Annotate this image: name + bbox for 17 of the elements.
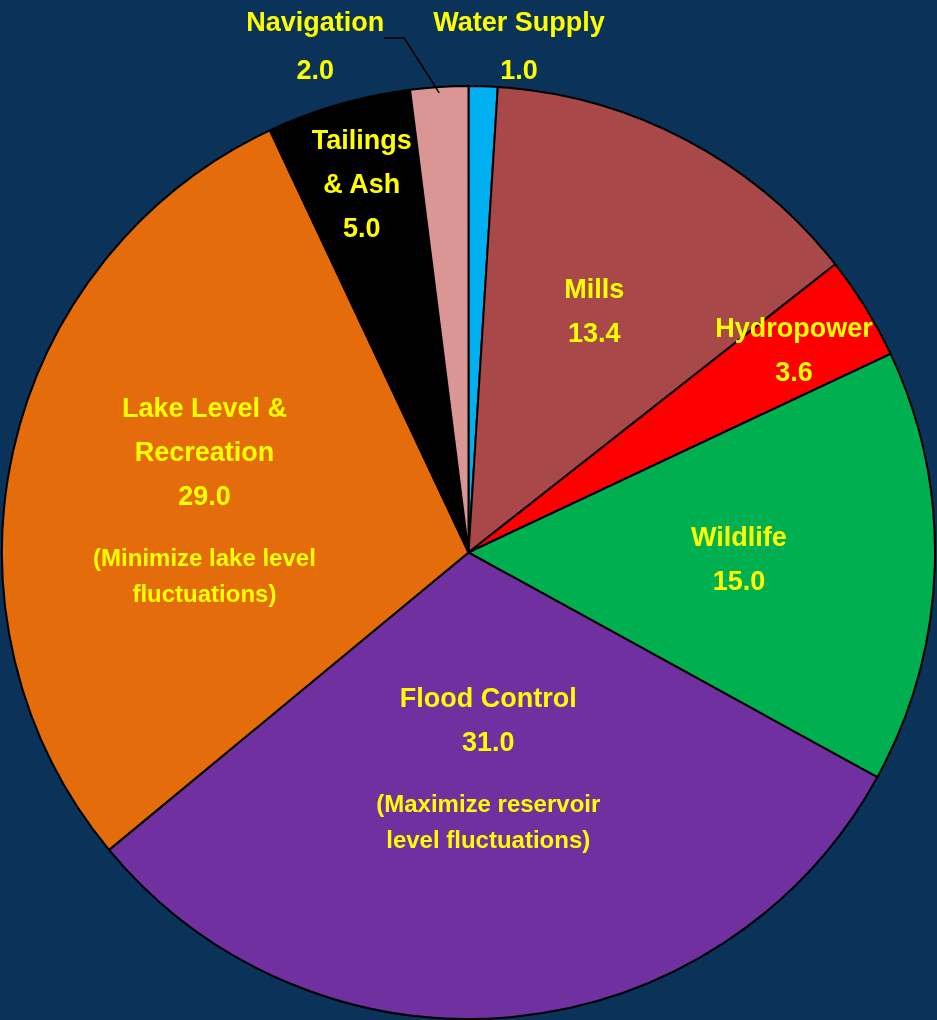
data-label: 5.0	[343, 212, 381, 243]
data-label: 13.4	[568, 318, 621, 349]
data-label: 31.0	[461, 726, 515, 757]
slice-label: Navigation	[246, 7, 385, 38]
slice-label: Tailings & Ash	[311, 124, 412, 199]
data-label: 15.0	[712, 566, 766, 597]
text: (Minimize lake level fluctuations)	[93, 544, 316, 608]
data-label: 29.0	[178, 480, 231, 511]
slice-label: Wildlife	[691, 522, 787, 553]
slice-label: Mills	[564, 274, 625, 305]
data-label: 3.6	[775, 357, 813, 388]
text: (Maximize reservoir level fluctuations)	[376, 790, 601, 854]
slice-label: Lake Level & Recreation	[121, 392, 287, 467]
slice-label: Flood Control	[399, 682, 577, 713]
data-label: 2.0	[296, 55, 334, 86]
slice-label: Water Supply	[433, 7, 605, 38]
data-label: 1.0	[500, 55, 538, 86]
